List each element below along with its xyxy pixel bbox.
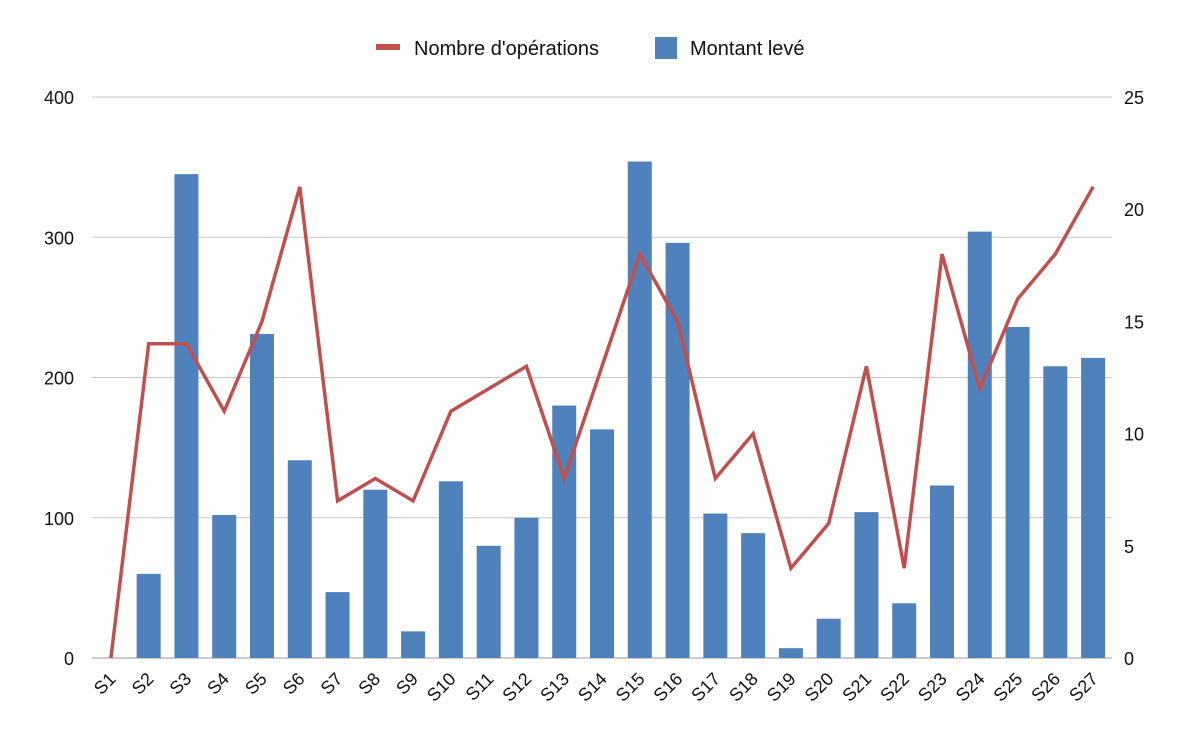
bar-s15	[627, 161, 652, 658]
x-tick-s10: S10	[423, 669, 460, 706]
bar-s8	[363, 489, 388, 658]
x-tick-s25: S25	[990, 669, 1027, 706]
bar-s7	[325, 592, 350, 658]
x-tick-s4: S4	[203, 669, 233, 699]
bar-s11	[476, 545, 501, 658]
left-tick-300: 300	[44, 228, 74, 248]
legend-swatch-line	[376, 44, 400, 50]
x-tick-s22: S22	[876, 669, 913, 706]
bar-s21	[854, 512, 879, 658]
right-tick-5: 5	[1124, 537, 1134, 557]
line-series	[109, 185, 1095, 659]
right-tick-20: 20	[1124, 200, 1144, 220]
x-tick-s13: S13	[536, 669, 573, 706]
x-tick-s2: S2	[128, 669, 158, 699]
x-tick-s11: S11	[462, 669, 498, 705]
bar-s2	[136, 573, 161, 658]
x-tick-s1: S1	[90, 669, 120, 699]
bar-s27	[1081, 357, 1106, 658]
legend-swatch-bar	[655, 37, 677, 59]
bar-s4	[212, 514, 237, 658]
bar-s18	[741, 533, 766, 658]
bar-s24	[967, 231, 992, 658]
x-tick-s9: S9	[392, 669, 422, 699]
right-tick-10: 10	[1124, 425, 1144, 445]
bar-s22	[892, 603, 917, 658]
line-nombre-operations	[109, 185, 1095, 659]
x-tick-s12: S12	[498, 669, 535, 706]
x-tick-s20: S20	[801, 669, 838, 706]
x-axis: S1 S2 S3 S4 S5 S6 S7 S8 S9 S10 S11 S12 S13 S14 S15 S16 S…	[90, 669, 1102, 706]
x-tick-s14: S14	[574, 669, 611, 706]
left-tick-100: 100	[44, 509, 74, 529]
x-tick-s19: S19	[763, 669, 800, 706]
bar-s3	[174, 174, 199, 658]
right-tick-0: 0	[1124, 649, 1134, 669]
legend: Nombre d'opérations Montant levé	[376, 37, 805, 60]
left-tick-400: 400	[44, 88, 74, 108]
bar-s14	[590, 429, 614, 658]
x-tick-s21: S21	[838, 669, 875, 706]
bar-s26	[1043, 366, 1068, 658]
bar-s9	[401, 631, 426, 658]
bar-s13	[552, 405, 577, 658]
bar-s20	[816, 618, 841, 658]
right-tick-15: 15	[1124, 312, 1144, 332]
x-tick-s15: S15	[612, 669, 649, 706]
legend-label-montant-leve: Montant levé	[690, 38, 805, 60]
x-tick-s6: S6	[279, 669, 309, 699]
bar-s23	[930, 485, 954, 658]
x-tick-s8: S8	[354, 669, 384, 699]
left-tick-200: 200	[44, 369, 74, 389]
right-tick-25: 25	[1124, 88, 1144, 108]
right-axis: 0 5 10 15 20 25	[1124, 88, 1144, 669]
bar-s5	[250, 334, 274, 658]
x-tick-s26: S26	[1027, 669, 1064, 706]
x-tick-s18: S18	[725, 669, 762, 706]
left-tick-0: 0	[64, 649, 74, 669]
left-axis: 0 100 200 300 400	[44, 88, 74, 669]
x-tick-s3: S3	[166, 669, 196, 699]
bar-s6	[287, 460, 312, 658]
x-tick-s7: S7	[317, 669, 347, 699]
x-tick-s5: S5	[241, 669, 271, 699]
bar-s10	[438, 481, 463, 658]
bar-s16	[665, 242, 690, 659]
bar-s17	[703, 513, 728, 658]
bar-s25	[1005, 327, 1030, 658]
x-tick-s16: S16	[650, 669, 687, 706]
x-tick-s27: S27	[1065, 669, 1102, 706]
legend-label-nombre-operations: Nombre d'opérations	[414, 38, 599, 60]
bar-s12	[514, 517, 539, 658]
bar-s19	[778, 648, 803, 658]
bar-series	[136, 161, 1106, 659]
x-tick-s23: S23	[914, 669, 951, 706]
x-tick-s24: S24	[952, 669, 989, 706]
x-tick-s17: S17	[687, 669, 724, 706]
